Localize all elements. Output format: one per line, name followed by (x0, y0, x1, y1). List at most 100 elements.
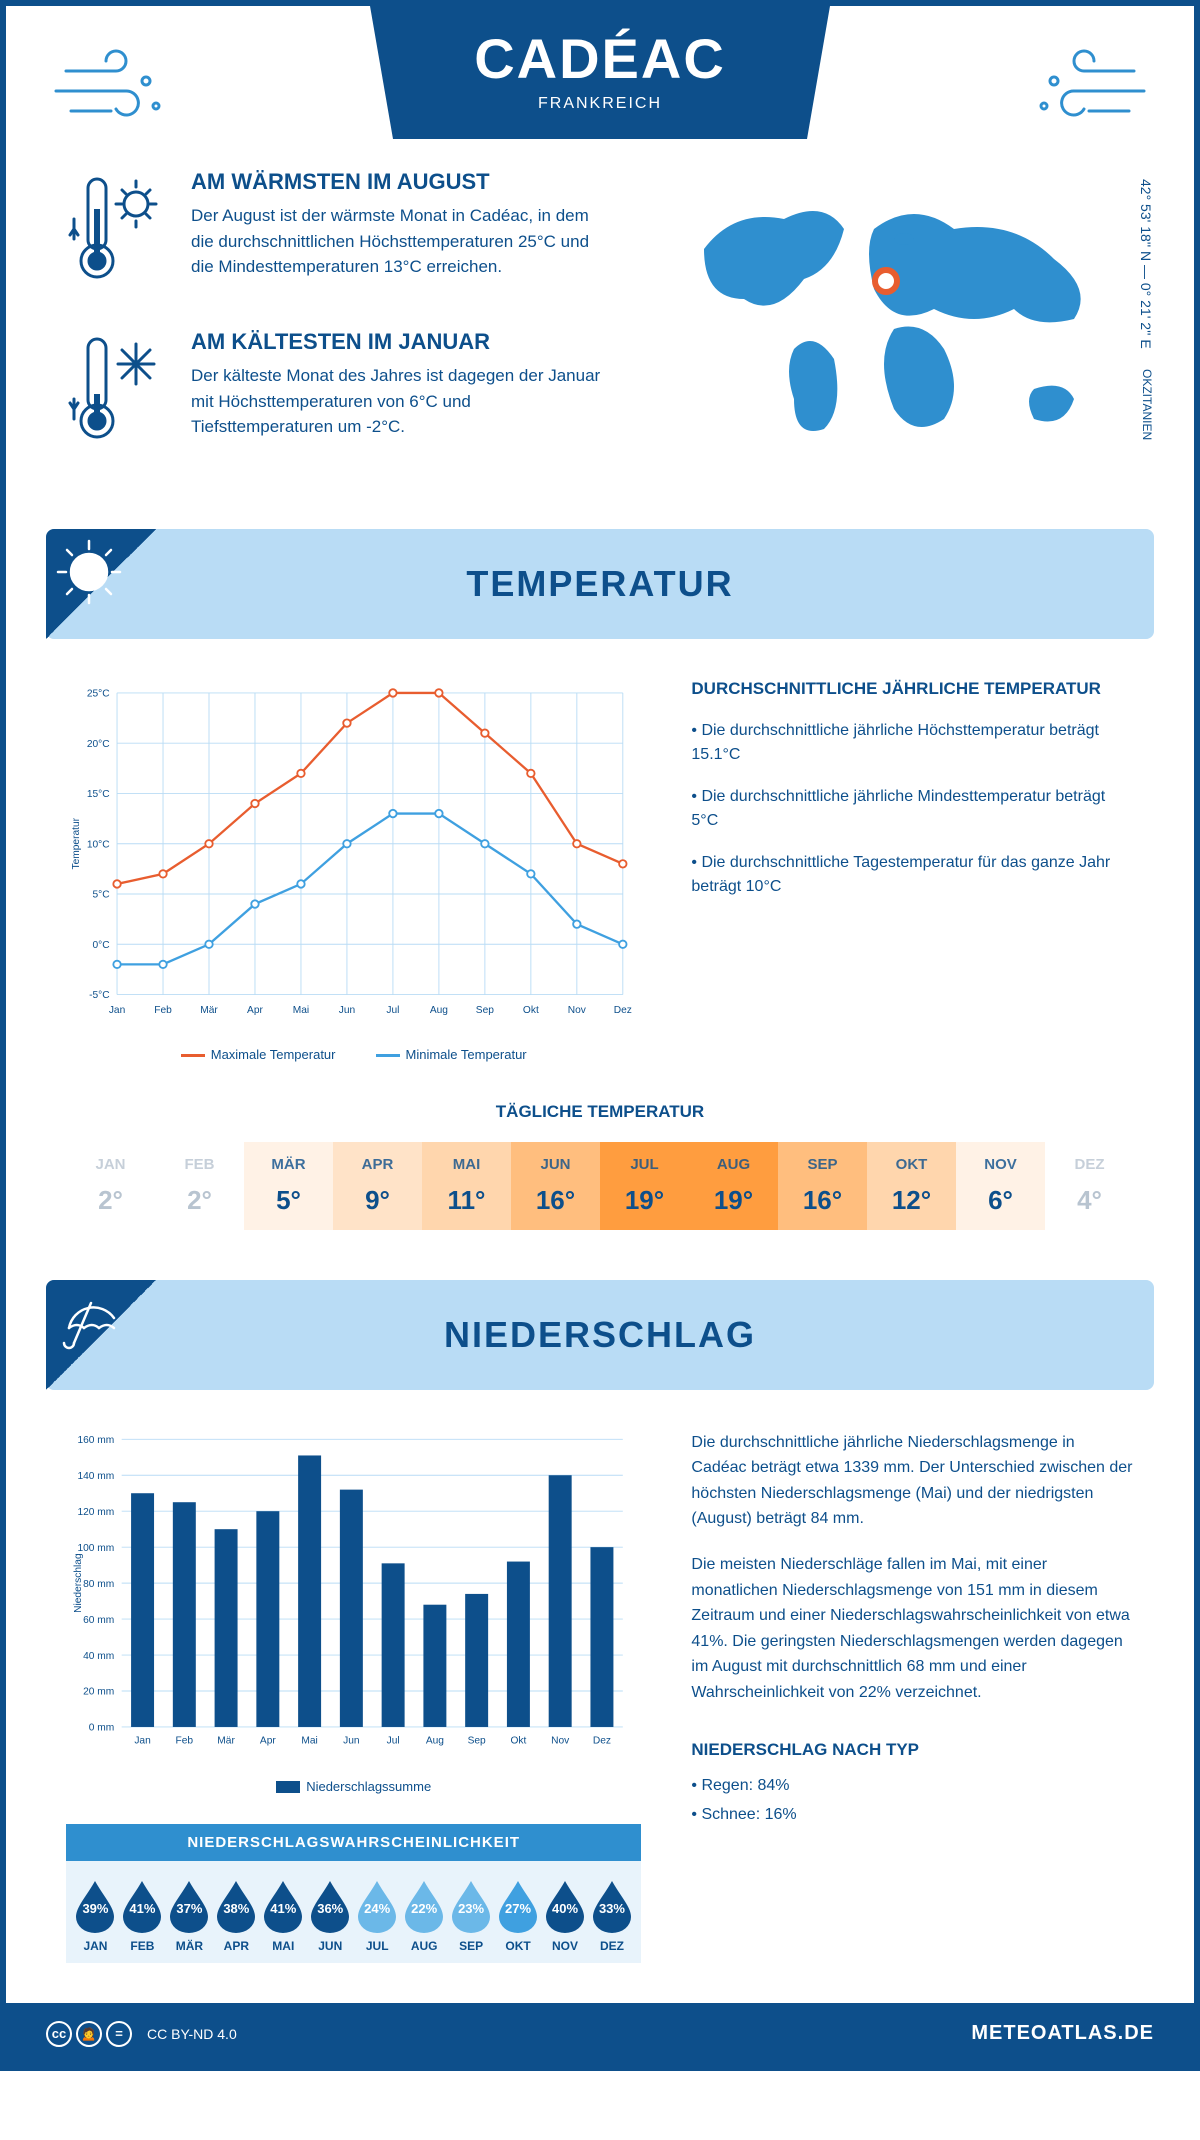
probability-drop: 38%APR (213, 1879, 260, 1953)
probability-drop: 22%AUG (401, 1879, 448, 1953)
daily-temp-strip: JAN2°FEB2°MÄR5°APR9°MAI11°JUN16°JUL19°AU… (66, 1142, 1134, 1230)
svg-text:Dez: Dez (614, 1005, 632, 1016)
svg-text:Jan: Jan (109, 1005, 125, 1016)
intro-facts: AM WÄRMSTEN IM AUGUST Der August ist der… (66, 169, 614, 489)
precipitation-text: Die durchschnittliche jährliche Niedersc… (691, 1430, 1134, 1963)
svg-text:Apr: Apr (247, 1005, 263, 1016)
precip-para-1: Die durchschnittliche jährliche Niedersc… (691, 1430, 1134, 1532)
svg-text:80 mm: 80 mm (83, 1578, 114, 1589)
daily-temp-title: TÄGLICHE TEMPERATUR (6, 1102, 1194, 1122)
probability-drop: 37%MÄR (166, 1879, 213, 1953)
world-map: 42° 53' 18'' N — 0° 21' 2'' E OKZITANIEN (654, 169, 1134, 489)
svg-text:Niederschlag: Niederschlag (73, 1553, 84, 1613)
infographic-frame: CADÉAC FRANKREICH (0, 0, 1200, 2071)
header: CADÉAC FRANKREICH (6, 6, 1194, 149)
svg-text:Aug: Aug (426, 1735, 444, 1746)
svg-text:0 mm: 0 mm (89, 1722, 114, 1733)
probability-drops: 39%JAN 41%FEB 37%MÄR 38%APR 41%MAI 36%JU… (66, 1861, 641, 1963)
svg-text:5°C: 5°C (93, 890, 110, 901)
daily-temp-cell: AUG19° (689, 1142, 778, 1230)
probability-drop: 24%JUL (354, 1879, 401, 1953)
svg-text:Jun: Jun (343, 1735, 359, 1746)
daily-temp-cell: NOV6° (956, 1142, 1045, 1230)
svg-text:Nov: Nov (568, 1005, 587, 1016)
coordinates-label: 42° 53' 18'' N — 0° 21' 2'' E (1138, 179, 1154, 349)
title-ribbon: CADÉAC FRANKREICH (370, 6, 830, 139)
probability-drop: 23%SEP (448, 1879, 495, 1953)
svg-text:Apr: Apr (260, 1735, 276, 1746)
country-subtitle: FRANKREICH (370, 95, 830, 113)
temperature-title: TEMPERATUR (466, 563, 733, 605)
probability-title: NIEDERSCHLAGSWAHRSCHEINLICHKEIT (66, 1824, 641, 1861)
svg-text:Nov: Nov (551, 1735, 570, 1746)
svg-text:60 mm: 60 mm (83, 1614, 114, 1625)
svg-text:120 mm: 120 mm (77, 1507, 114, 1518)
precipitation-title: NIEDERSCHLAG (444, 1314, 756, 1356)
daily-temp-cell: APR9° (333, 1142, 422, 1230)
svg-text:Feb: Feb (154, 1005, 172, 1016)
daily-temp-cell: JUN16° (511, 1142, 600, 1230)
city-title: CADÉAC (370, 26, 830, 91)
precipitation-bar-chart: 0 mm20 mm40 mm60 mm80 mm100 mm120 mm140 … (66, 1430, 641, 1764)
svg-text:Aug: Aug (430, 1005, 448, 1016)
sun-icon (46, 529, 156, 639)
daily-temp-cell: MAI11° (422, 1142, 511, 1230)
svg-text:Okt: Okt (510, 1735, 526, 1746)
temperature-banner: TEMPERATUR (46, 529, 1154, 639)
svg-text:Dez: Dez (593, 1735, 611, 1746)
precip-rain: • Regen: 84% (691, 1773, 1134, 1799)
thermometer-cold-icon (66, 329, 166, 454)
svg-text:-5°C: -5°C (89, 990, 110, 1001)
probability-drop: 27%OKT (495, 1879, 542, 1953)
precipitation-row: 0 mm20 mm40 mm60 mm80 mm100 mm120 mm140 … (6, 1390, 1194, 1973)
temperature-line-chart: -5°C0°C5°C10°C15°C20°C25°CJanFebMärAprMa… (66, 679, 641, 1062)
nd-icon: = (106, 2021, 132, 2047)
svg-text:Mär: Mär (217, 1735, 235, 1746)
svg-text:Temperatur: Temperatur (71, 817, 82, 869)
svg-text:Jul: Jul (386, 1005, 399, 1016)
temp-bullet-2: • Die durchschnittliche jährliche Mindes… (691, 785, 1134, 833)
svg-text:10°C: 10°C (87, 839, 110, 850)
precip-snow: • Schnee: 16% (691, 1802, 1134, 1828)
region-label: OKZITANIEN (1140, 369, 1154, 440)
temp-legend: Maximale Temperatur Minimale Temperatur (66, 1047, 641, 1062)
precip-para-2: Die meisten Niederschläge fallen im Mai,… (691, 1552, 1134, 1706)
cc-icon: cc (46, 2021, 72, 2047)
svg-text:40 mm: 40 mm (83, 1650, 114, 1661)
warmest-fact: AM WÄRMSTEN IM AUGUST Der August ist der… (66, 169, 614, 294)
temp-bullet-3: • Die durchschnittliche Tagestemperatur … (691, 851, 1134, 899)
temp-info-title: DURCHSCHNITTLICHE JÄHRLICHE TEMPERATUR (691, 679, 1134, 699)
daily-temp-cell: JUL19° (600, 1142, 689, 1230)
by-icon: 🙍 (76, 2021, 102, 2047)
svg-text:140 mm: 140 mm (77, 1471, 114, 1482)
daily-temp-cell: DEZ4° (1045, 1142, 1134, 1230)
precipitation-banner: NIEDERSCHLAG (46, 1280, 1154, 1390)
legend-bar: Niederschlagssumme (306, 1779, 431, 1794)
wind-icon-left (46, 36, 186, 136)
svg-text:25°C: 25°C (87, 689, 110, 700)
probability-drop: 36%JUN (307, 1879, 354, 1953)
svg-text:Feb: Feb (176, 1735, 194, 1746)
svg-text:20°C: 20°C (87, 739, 110, 750)
svg-text:Mai: Mai (293, 1005, 309, 1016)
daily-temp-cell: FEB2° (155, 1142, 244, 1230)
coldest-title: AM KÄLTESTEN IM JANUAR (191, 329, 614, 355)
intro-section: AM WÄRMSTEN IM AUGUST Der August ist der… (6, 149, 1194, 529)
legend-min: Minimale Temperatur (406, 1047, 527, 1062)
probability-drop: 41%FEB (119, 1879, 166, 1953)
svg-text:Sep: Sep (468, 1735, 486, 1746)
umbrella-icon (46, 1280, 156, 1390)
precip-type-title: NIEDERSCHLAG NACH TYP (691, 1736, 1134, 1763)
coldest-text: Der kälteste Monat des Jahres ist dagege… (191, 363, 614, 440)
svg-text:15°C: 15°C (87, 789, 110, 800)
legend-max: Maximale Temperatur (211, 1047, 336, 1062)
thermometer-hot-icon (66, 169, 166, 294)
daily-temp-cell: OKT12° (867, 1142, 956, 1230)
coldest-fact: AM KÄLTESTEN IM JANUAR Der kälteste Mona… (66, 329, 614, 454)
svg-text:Mai: Mai (301, 1735, 317, 1746)
temperature-row: -5°C0°C5°C10°C15°C20°C25°CJanFebMärAprMa… (6, 639, 1194, 1082)
cc-icons: cc 🙍 = (46, 2021, 132, 2047)
svg-text:20 mm: 20 mm (83, 1686, 114, 1697)
svg-text:Sep: Sep (476, 1005, 494, 1016)
warmest-title: AM WÄRMSTEN IM AUGUST (191, 169, 614, 195)
